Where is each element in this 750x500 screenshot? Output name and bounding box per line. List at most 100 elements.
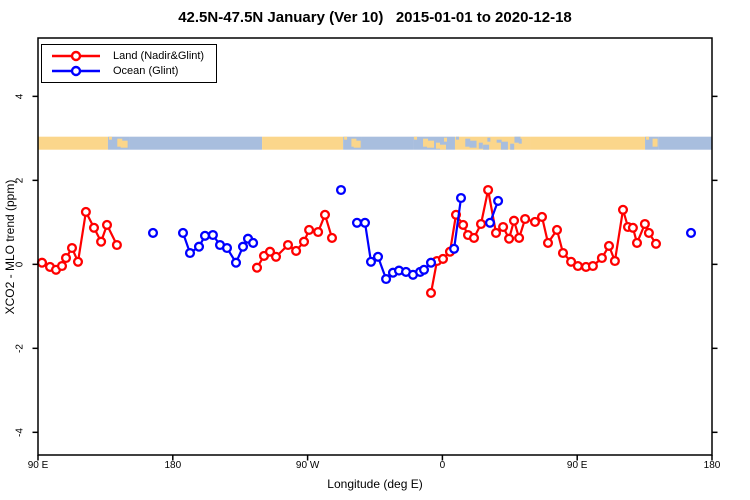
- coast-patch: [465, 138, 471, 147]
- data-point: [193, 241, 205, 252]
- data-point: [603, 240, 615, 251]
- data-point: [237, 241, 249, 252]
- plot-border: [37, 37, 713, 456]
- data-point: [490, 227, 502, 238]
- data-point: [221, 242, 233, 254]
- coast-patch: [353, 140, 361, 148]
- strip-segment: [129, 136, 263, 150]
- land-ocean-strip: [38, 136, 712, 150]
- data-point: [282, 239, 294, 251]
- data-point: [468, 232, 480, 243]
- series-land: [36, 184, 662, 298]
- strip-segment: [658, 136, 712, 150]
- data-point: [270, 251, 282, 262]
- x-tick-label: 0: [439, 460, 446, 471]
- x-tick-label: 180: [164, 460, 182, 471]
- data-point: [319, 209, 331, 220]
- series-line: [453, 197, 463, 249]
- y-tick-label: -2: [14, 343, 26, 353]
- data-point: [111, 239, 122, 251]
- coast-patch: [120, 140, 128, 148]
- data-point: [425, 257, 437, 268]
- x-axis-title: Longitude (deg E): [327, 477, 423, 491]
- data-point: [351, 217, 363, 228]
- data-point: [264, 246, 276, 257]
- data-point: [643, 227, 654, 238]
- coast-patch: [487, 137, 491, 142]
- data-point: [425, 287, 437, 298]
- data-point: [88, 222, 100, 233]
- data-point: [207, 229, 218, 241]
- data-point: [147, 227, 159, 238]
- legend-item-ocean: Ocean (Glint): [48, 63, 204, 78]
- strip-segment: [530, 136, 646, 150]
- data-point: [177, 227, 189, 238]
- data-point: [437, 253, 449, 264]
- data-point: [326, 232, 338, 243]
- data-point: [551, 224, 563, 235]
- coast-patch: [652, 138, 658, 147]
- coast-patch: [469, 140, 477, 148]
- data-point: [418, 264, 430, 275]
- coast-patch: [478, 142, 483, 149]
- data-point: [514, 232, 525, 243]
- data-point: [542, 237, 554, 248]
- data-point: [484, 217, 496, 228]
- coast-patch: [344, 136, 348, 140]
- data-point: [587, 260, 598, 272]
- data-point: [313, 226, 324, 238]
- data-point: [493, 195, 504, 206]
- data-point: [508, 215, 520, 226]
- legend-label-land: Land (Nadir&Glint): [113, 49, 205, 62]
- data-point: [291, 245, 302, 256]
- data-point: [483, 184, 494, 196]
- coast-patch: [455, 136, 459, 140]
- coast-patch: [500, 141, 508, 150]
- data-point: [251, 262, 263, 273]
- data-point: [449, 243, 460, 254]
- data-point: [101, 219, 113, 230]
- ocean-series-marker-icon: [52, 65, 100, 76]
- data-point: [536, 211, 548, 222]
- coast-patch: [440, 144, 447, 150]
- data-point: [72, 256, 84, 267]
- data-point: [566, 256, 577, 267]
- data-point: [572, 260, 583, 272]
- data-point: [335, 184, 347, 196]
- strip-segment: [38, 136, 108, 150]
- coast-patch: [496, 139, 502, 143]
- y-tick-label: 2: [14, 177, 26, 184]
- data-point: [372, 251, 384, 262]
- y-tick-label: 4: [14, 93, 26, 100]
- coast-patch: [514, 136, 521, 143]
- data-point: [529, 216, 541, 227]
- chart-title: 42.5N-47.5N January (Ver 10) 2015-01-01 …: [178, 9, 572, 26]
- data-point: [520, 213, 531, 225]
- y-tick-label: 0: [14, 261, 26, 268]
- data-point: [627, 222, 638, 233]
- data-point: [650, 238, 662, 249]
- y-tick-label: -4: [14, 427, 26, 437]
- data-point: [455, 192, 467, 204]
- data-point: [475, 218, 487, 230]
- data-point: [365, 256, 377, 267]
- legend-label-ocean: Ocean (Glint): [113, 64, 179, 77]
- legend: Land (Nadir&Glint) Ocean (Glint): [41, 44, 218, 83]
- data-point: [80, 206, 91, 217]
- coast-patch: [117, 138, 123, 147]
- series-ocean: [147, 184, 697, 285]
- coast-patch: [510, 143, 515, 150]
- coast-patch: [443, 137, 447, 142]
- data-point: [96, 236, 107, 247]
- data-point: [631, 237, 643, 248]
- axes: [32, 37, 718, 461]
- coast-patch: [108, 136, 112, 140]
- data-point: [184, 247, 196, 259]
- data-point: [60, 252, 72, 264]
- coast-patch: [646, 136, 650, 140]
- coast-patch: [414, 136, 418, 140]
- data-point: [609, 255, 620, 267]
- coast-patch: [423, 138, 429, 147]
